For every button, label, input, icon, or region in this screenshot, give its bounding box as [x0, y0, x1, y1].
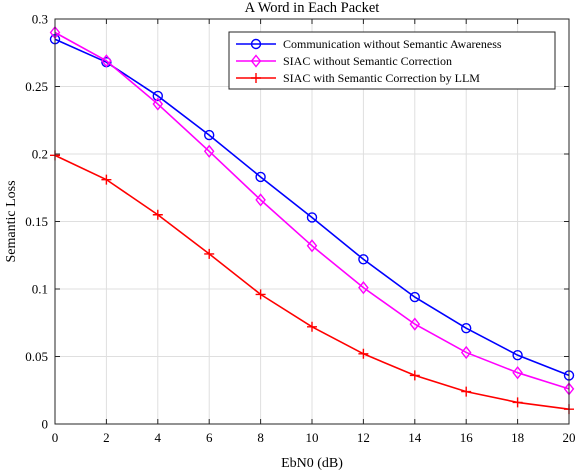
data-point-marker — [409, 317, 421, 331]
legend-marker — [250, 38, 262, 50]
data-point-marker — [255, 193, 266, 207]
legend-label: Communication without Semantic Awareness — [283, 37, 502, 51]
x-tick-label: 10 — [306, 430, 319, 445]
data-point-marker — [512, 349, 523, 361]
series-line — [54, 31, 570, 390]
x-tick-label: 4 — [155, 430, 162, 445]
data-point-marker — [152, 90, 164, 102]
series-3 — [50, 150, 574, 415]
x-tick-label: 6 — [206, 430, 213, 445]
data-point-marker — [204, 248, 215, 259]
data-point-marker — [461, 386, 472, 397]
data-point-marker — [203, 144, 215, 158]
series-group — [49, 25, 575, 415]
x-tick-label: 16 — [460, 430, 474, 445]
data-point-marker — [101, 54, 112, 68]
data-point-marker — [409, 370, 420, 381]
x-axis-label: EbN0 (dB) — [281, 456, 343, 471]
y-tick-label: 0 — [42, 417, 49, 432]
x-tick-label: 14 — [408, 430, 422, 445]
legend-marker — [251, 73, 261, 83]
data-point-marker — [152, 97, 164, 111]
x-tick-label: 0 — [52, 430, 59, 445]
axis-ticks: 0 2 4 6 8 10 12 14 16 18 20 0 0.05 0.1 0.15 0.2 0.25 0.3 — [25, 12, 575, 446]
data-point-marker — [306, 239, 318, 253]
data-point-marker — [101, 174, 112, 185]
data-point-marker — [409, 291, 420, 303]
y-tick-label: 0.2 — [32, 147, 48, 162]
x-tick-label: 18 — [511, 430, 524, 445]
data-point-marker — [255, 289, 266, 300]
legend-box — [228, 31, 556, 90]
data-point-marker — [255, 171, 266, 183]
y-tick-label: 0.05 — [25, 349, 48, 364]
data-point-marker — [358, 281, 369, 295]
data-point-marker — [152, 209, 163, 220]
legend-item: SIAC without Semantic Correction — [236, 54, 452, 68]
series-line — [54, 38, 570, 377]
y-axis-label: Semantic Loss — [4, 180, 19, 262]
data-point-marker — [358, 348, 369, 359]
x-tick-label: 12 — [357, 430, 370, 445]
y-tick-label: 0.15 — [25, 214, 48, 229]
x-tick-label: 20 — [563, 430, 576, 445]
legend-marker — [250, 54, 262, 68]
legend-label: SIAC with Semantic Correction by LLM — [283, 71, 480, 85]
data-point-marker — [512, 366, 523, 380]
legend-label: SIAC without Semantic Correction — [283, 54, 452, 68]
legend-item: Communication without Semantic Awareness — [236, 37, 502, 51]
legend: Communication without Semantic Awareness… — [228, 31, 556, 90]
x-tick-label: 2 — [103, 430, 110, 445]
data-point-marker — [203, 129, 215, 141]
chart-title: A Word in Each Packet — [245, 0, 380, 16]
y-tick-label: 0.25 — [25, 79, 48, 94]
data-point-marker — [358, 254, 369, 265]
data-point-marker — [306, 212, 318, 223]
data-point-marker — [512, 397, 523, 408]
x-tick-label: 8 — [257, 430, 264, 445]
legend-item: SIAC with Semantic Correction by LLM — [236, 71, 480, 85]
data-point-marker — [307, 321, 317, 332]
data-point-marker — [461, 322, 472, 334]
y-tick-label: 0.1 — [32, 282, 48, 297]
data-point-marker — [460, 345, 472, 360]
y-tick-label: 0.3 — [32, 12, 48, 27]
